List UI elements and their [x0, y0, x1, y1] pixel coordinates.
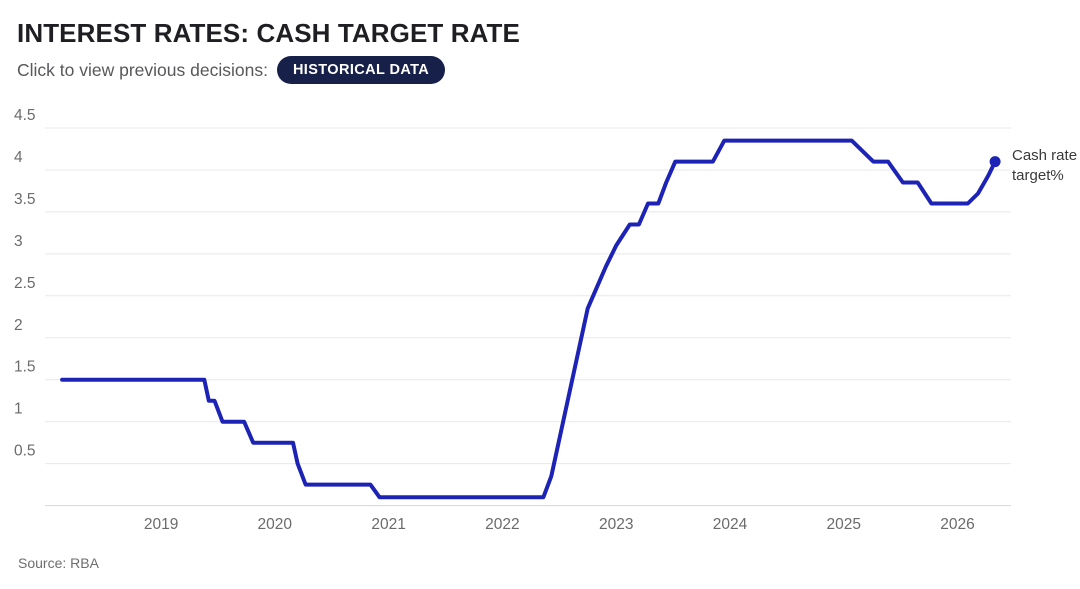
source-note: Source: RBA	[18, 555, 99, 571]
y-tick-label: 4	[14, 149, 23, 166]
line-end-dot	[989, 156, 1001, 168]
y-tick-label: 1.5	[14, 359, 36, 376]
cash-rate-line	[60, 138, 998, 500]
x-tick-label: 2025	[826, 516, 860, 533]
x-tick-label: 2019	[144, 516, 178, 533]
x-tick-label: 2024	[713, 516, 748, 533]
subtitle-text: Click to view previous decisions:	[17, 59, 268, 80]
y-tick-label: 4.5	[14, 107, 36, 124]
y-tick-label: 0.5	[14, 443, 36, 460]
subtitle-row: Click to view previous decisions: HISTOR…	[17, 56, 446, 84]
y-tick-label: 2.5	[14, 275, 36, 292]
y-tick-label: 3	[14, 233, 23, 250]
x-tick-label: 2026	[940, 516, 974, 533]
x-tick-label: 2020	[258, 516, 293, 533]
page-title: INTEREST RATES: CASH TARGET RATE	[17, 18, 520, 48]
x-tick-label: 2023	[599, 516, 633, 533]
series-end-label: Cash rate target%	[1012, 147, 1078, 184]
y-tick-label: 2	[14, 317, 23, 334]
y-tick-label: 1	[14, 401, 23, 418]
y-tick-label: 3.5	[14, 191, 36, 208]
x-tick-label: 2022	[485, 516, 519, 533]
x-tick-label: 2021	[371, 516, 405, 533]
historical-data-button[interactable]: HISTORICAL DATA	[276, 56, 446, 84]
